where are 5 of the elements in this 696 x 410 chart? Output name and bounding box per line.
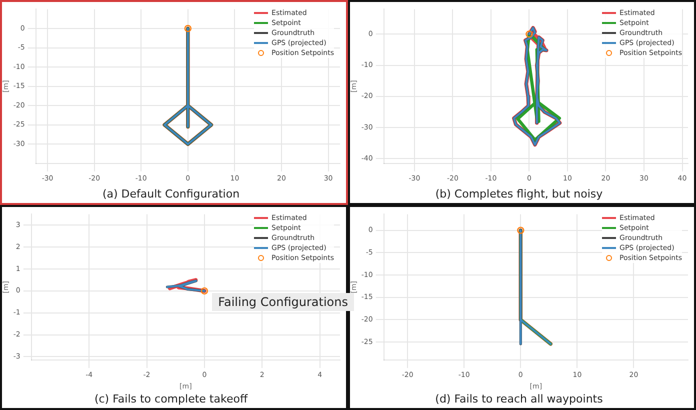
text: (b) Completes flight, but noisy — [435, 187, 604, 200]
text: (d) Fails to reach all waypoints — [435, 392, 604, 406]
annotation: Failing Configurations — [212, 293, 354, 311]
text: (a) Default Configuration — [102, 187, 240, 200]
text: (c) Fails to complete takeoff — [94, 392, 248, 406]
